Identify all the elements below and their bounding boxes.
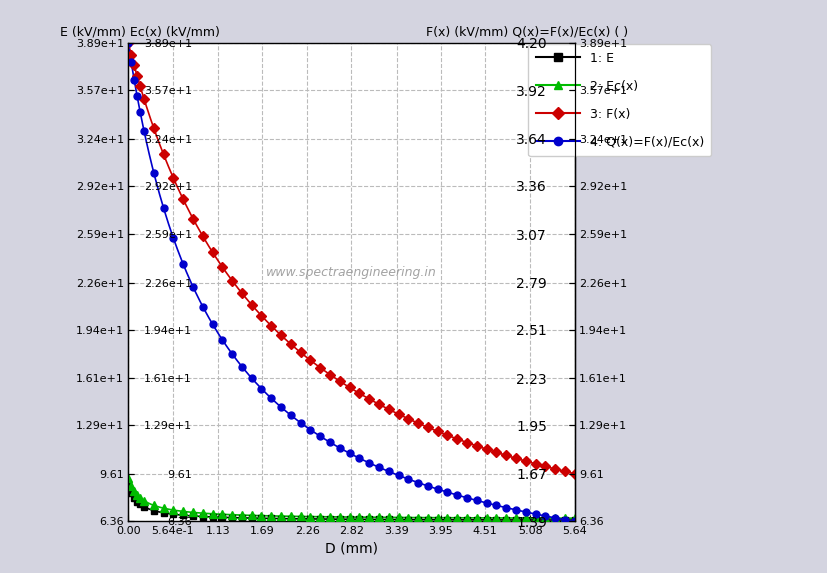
Legend: 1: E, 2: Ec(x), 3: F(x), 4: Q(x)=F(x)/Ec(x): 1: E, 2: Ec(x), 3: F(x), 4: Q(x)=F(x)/Ec… <box>528 45 711 156</box>
Text: F(x) (kV/mm) Q(x)=F(x)/Ec(x) ( ): F(x) (kV/mm) Q(x)=F(x)/Ec(x) ( ) <box>426 26 628 39</box>
Text: www.spectraengineering.in: www.spectraengineering.in <box>266 266 437 279</box>
Text: E (kV/mm) Ec(x) (kV/mm): E (kV/mm) Ec(x) (kV/mm) <box>60 26 219 39</box>
X-axis label: D (mm): D (mm) <box>325 541 378 555</box>
